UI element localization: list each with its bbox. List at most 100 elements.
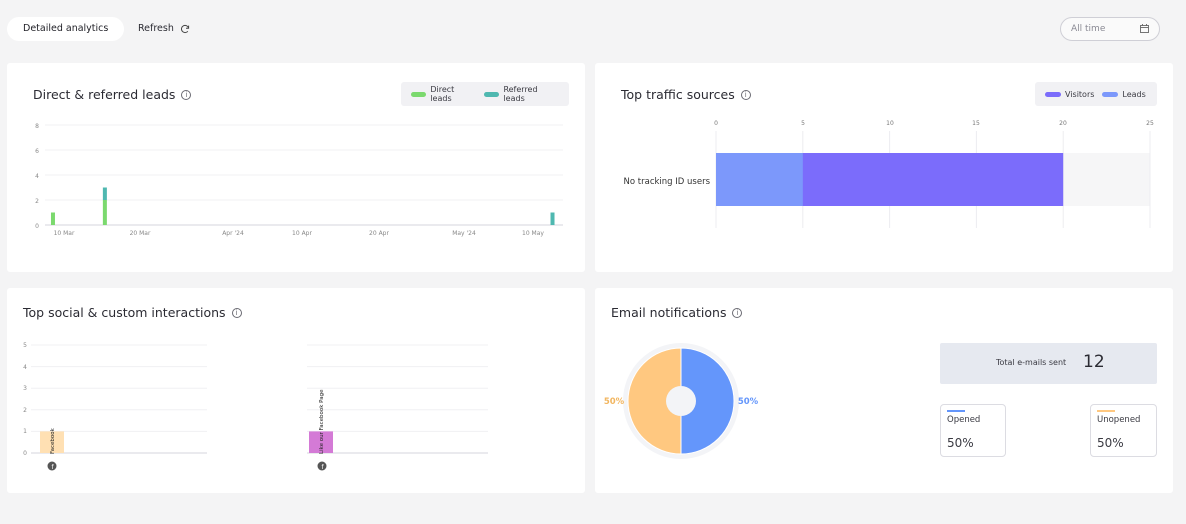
svg-text:f: f [321,463,324,471]
date-filter-value: All time [1071,24,1106,34]
bar-facebook [40,431,64,453]
y-tick-label: 2 [23,407,27,414]
legend-leads[interactable]: Leads [1102,90,1146,99]
y-tick-label: 8 [35,123,39,130]
y-tick-label: 6 [35,148,39,155]
bar-direct [50,212,55,225]
social-chart: 0 1 2 3 4 5 Facebook Like our Facebook P… [23,342,488,471]
y-tick-label: 4 [23,364,27,371]
opened-stat: Opened 50% [940,404,1006,457]
traffic-chart: 0 5 10 15 20 25 No tracking ID users [624,120,1154,228]
bar-like-page [309,431,333,453]
pie-hole [666,386,696,416]
leads-title-text: Direct & referred leads [33,87,176,102]
email-pie-chart: 50% 50% [604,343,759,459]
x-tick-label: 5 [801,120,805,127]
info-icon[interactable]: i [231,307,242,318]
bar-direct [102,200,107,225]
traffic-xticks: 0 5 10 15 20 25 [714,120,1154,127]
legend-visitors-label: Visitors [1065,89,1095,99]
y-tick-label: 2 [35,198,39,205]
toolbar: Detailed analytics Refresh All time [7,17,1160,41]
x-tick-label: 10 Mar [54,230,75,237]
y-tick-label: 4 [35,173,39,180]
tab-detailed-analytics[interactable]: Detailed analytics [7,17,125,41]
y-tick-label: 0 [23,450,27,457]
social-grid [31,344,488,454]
pie-label-unopened: 50% [604,397,625,407]
leads-legend: Direct leads Referred leads [401,82,569,106]
email-card-title: Email notifications i [611,305,743,320]
social-bars [40,431,333,453]
category-label: No tracking ID users [624,177,711,187]
visitors-swatch [1045,91,1061,97]
social-card: Top social & custom interactions i 0 1 2… [7,288,585,493]
unopened-stat: Unopened 50% [1090,404,1157,457]
refresh-icon [180,24,189,34]
info-icon[interactable]: i [740,89,751,100]
bar-leads [716,153,803,206]
refresh-button[interactable]: Refresh [138,17,190,41]
legend-visitors[interactable]: Visitors [1045,90,1094,99]
y-tick-label: 1 [23,428,27,435]
x-tick-label: Apr '24 [222,230,244,237]
x-tick-label: 10 May [522,230,544,237]
leads-gridlines [45,124,563,226]
facebook-icon: f [317,461,327,471]
x-tick-label: May '24 [452,230,476,237]
unopened-label: Unopened [1097,415,1141,425]
traffic-title-text: Top traffic sources [621,87,735,102]
leads-swatch [1102,91,1119,97]
pie-slice-unopened [627,347,682,455]
legend-referred-label: Referred leads [503,85,538,103]
pie-slice-opened [680,347,735,455]
total-emails-box: Total e-mails sent 12 [940,343,1157,384]
opened-label: Opened [947,415,981,425]
social-title-text: Top social & custom interactions [23,305,226,320]
bar-label-facebook: Facebook [50,427,56,454]
leads-card: Direct & referred leads i Direct leads R… [7,63,585,272]
email-title-text: Email notifications [611,305,727,320]
bar-label-like-page: Like our Facebook Page [319,389,325,454]
svg-text:f: f [51,463,54,471]
unopened-indicator [1097,410,1115,412]
y-tick-label: 3 [23,385,27,392]
traffic-card: Top traffic sources i Visitors Leads 0 5… [595,63,1173,272]
unopened-value: 50% [1097,436,1124,450]
x-tick-label: 20 [1059,120,1067,127]
opened-indicator [947,410,965,412]
info-icon[interactable]: i [181,89,192,100]
date-filter-select[interactable]: All time [1060,17,1160,41]
x-tick-label: 20 Apr [369,230,389,237]
email-card: Email notifications i 50% 50% Total e-ma… [595,288,1173,493]
traffic-card-title: Top traffic sources i [621,87,751,102]
legend-direct-leads[interactable]: Direct leads [411,85,476,103]
leads-bars [50,187,555,225]
y-tick-label: 5 [23,342,27,349]
x-tick-label: 25 [1146,120,1154,127]
pie-slices [627,347,735,455]
x-tick-label: 10 [886,120,894,127]
x-tick-label: 15 [972,120,980,127]
leads-card-title: Direct & referred leads i [33,87,192,102]
info-icon[interactable]: i [732,307,743,318]
x-tick-label: 10 Apr [292,230,312,237]
traffic-legend: Visitors Leads [1035,82,1157,106]
legend-referred-leads[interactable]: Referred leads [484,85,559,103]
x-tick-label: 20 Mar [130,230,151,237]
leads-xticks: 10 Mar 20 Mar Apr '24 10 Apr 20 Apr May … [54,230,545,237]
bar-referred [102,187,107,200]
traffic-bars [716,153,1064,206]
leads-chart: 0 2 4 6 8 10 Mar 20 Mar Apr '24 10 Apr 2… [35,123,563,237]
social-card-title: Top social & custom interactions i [23,305,242,320]
total-emails-label: Total e-mails sent [996,358,1067,367]
y-tick-label: 0 [35,223,39,230]
x-tick-label: 0 [714,120,718,127]
opened-value: 50% [947,436,974,450]
calendar-icon [1140,24,1149,33]
refresh-label: Refresh [138,23,174,34]
social-yticks-left: 0 1 2 3 4 5 [23,342,27,457]
legend-direct-label: Direct leads [430,85,455,103]
pie-label-opened: 50% [738,397,759,407]
referred-swatch [484,91,500,97]
